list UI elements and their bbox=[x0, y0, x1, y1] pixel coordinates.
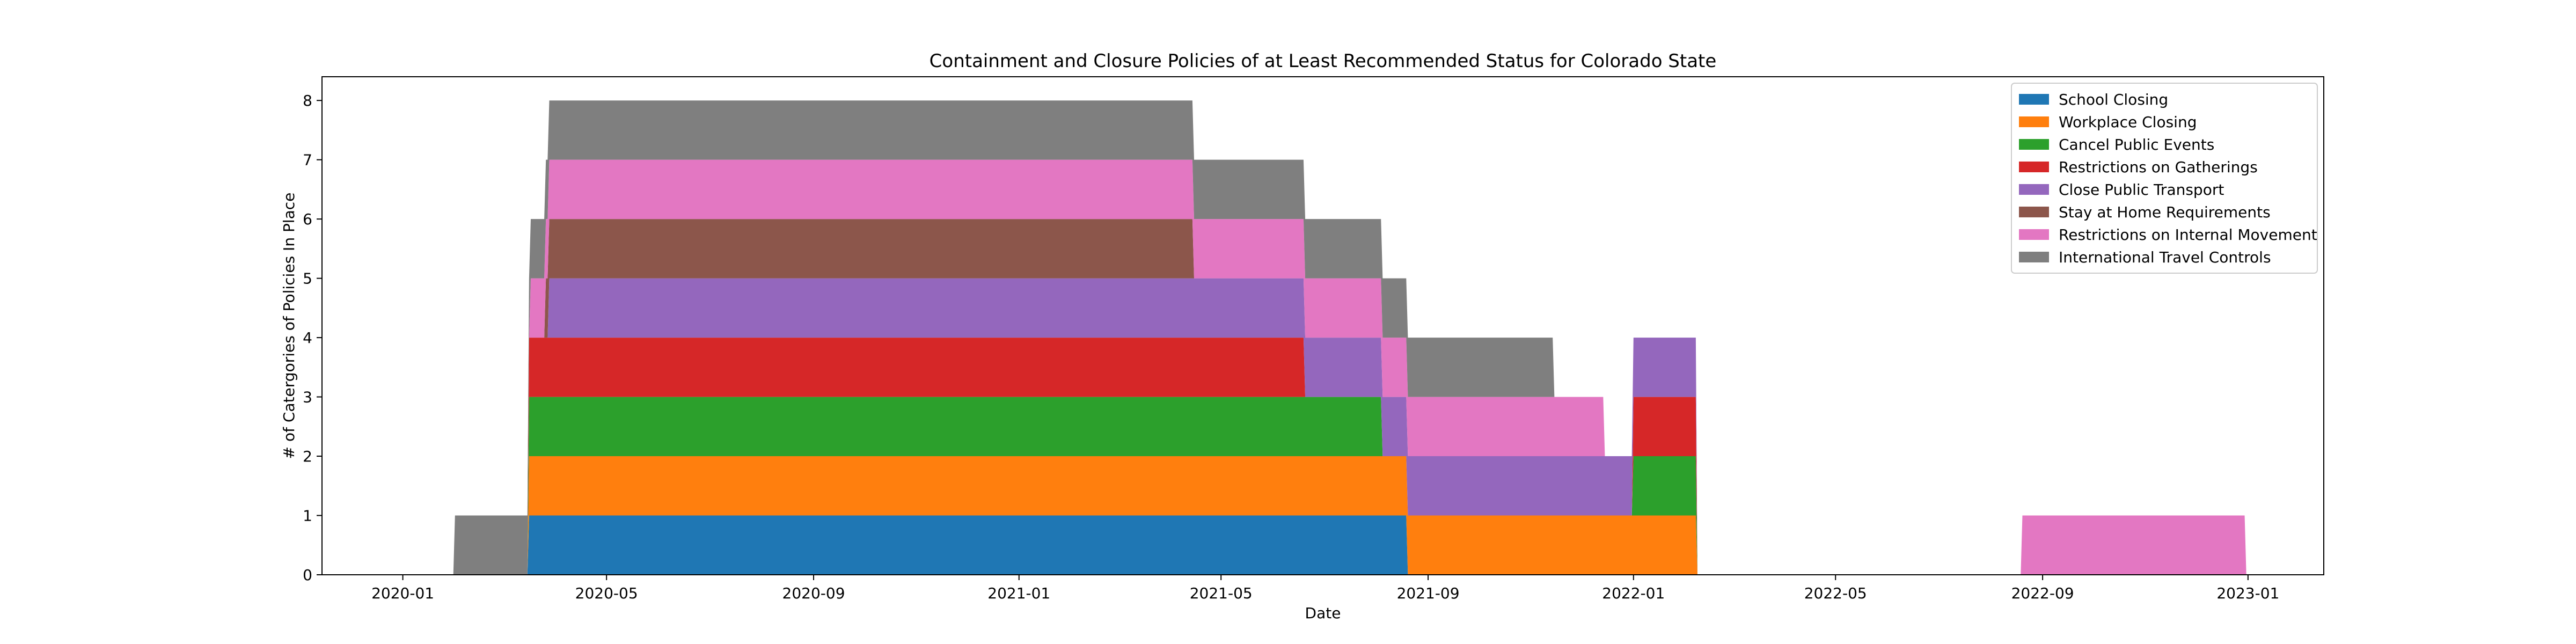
legend-label-workplace-closing: Workplace Closing bbox=[2059, 113, 2197, 131]
area-international-travel-controls bbox=[322, 100, 2324, 575]
x-tick-label: 2022-09 bbox=[2011, 584, 2074, 602]
x-tick-label: 2020-09 bbox=[782, 584, 845, 602]
x-tick-label: 2021-01 bbox=[987, 584, 1050, 602]
legend-swatch-school-closing bbox=[2019, 94, 2049, 105]
x-tick-label: 2021-09 bbox=[1397, 584, 1460, 602]
y-tick-label: 1 bbox=[303, 507, 312, 525]
x-tick-label: 2023-01 bbox=[2216, 584, 2279, 602]
legend-label-restrictions-on-gatherings: Restrictions on Gatherings bbox=[2059, 158, 2258, 176]
y-tick-label: 0 bbox=[303, 566, 312, 584]
legend-swatch-restrictions-on-gatherings bbox=[2019, 162, 2049, 172]
legend-box bbox=[2011, 83, 2318, 274]
y-tick-label: 5 bbox=[303, 270, 312, 288]
x-tick-label: 2020-05 bbox=[575, 584, 638, 602]
legend-label-international-travel-controls: International Travel Controls bbox=[2059, 248, 2271, 266]
y-tick-label: 6 bbox=[303, 210, 312, 228]
x-tick-label: 2022-01 bbox=[1602, 584, 1665, 602]
legend-swatch-restrictions-on-internal-movement bbox=[2019, 229, 2049, 240]
legend-label-cancel-public-events: Cancel Public Events bbox=[2059, 136, 2214, 153]
plot-frame bbox=[321, 76, 2324, 575]
x-axis-title: Date bbox=[1305, 604, 1341, 622]
legend-label-stay-at-home-requirements: Stay at Home Requirements bbox=[2059, 203, 2271, 221]
area-restrictions-on-internal-movement bbox=[322, 159, 2324, 575]
area-school-closing bbox=[322, 515, 2324, 575]
y-tick-label: 4 bbox=[303, 329, 312, 347]
stacked-areas bbox=[322, 100, 2324, 575]
y-axis: 0 1 2 3 4 5 6 7 8 bbox=[303, 92, 322, 584]
area-workplace-closing bbox=[322, 456, 2324, 575]
legend-swatch-cancel-public-events bbox=[2019, 139, 2049, 150]
x-axis: 2020-01 2020-05 2020-09 2021-01 2021-05 2021-… bbox=[371, 575, 2279, 602]
x-tick-label: 2022-05 bbox=[1804, 584, 1867, 602]
x-tick-label: 2021-05 bbox=[1190, 584, 1253, 602]
legend-label-close-public-transport: Close Public Transport bbox=[2059, 181, 2224, 199]
legend-swatch-workplace-closing bbox=[2019, 116, 2049, 127]
y-tick-label: 8 bbox=[303, 92, 312, 109]
legend-label-school-closing: School Closing bbox=[2059, 91, 2168, 108]
legend-swatch-stay-at-home-requirements bbox=[2019, 207, 2049, 217]
legend-swatch-close-public-transport bbox=[2019, 184, 2049, 195]
y-tick-label: 3 bbox=[303, 389, 312, 406]
chart-title: Containment and Closure Policies of at L… bbox=[930, 50, 1717, 72]
y-tick-label: 7 bbox=[303, 151, 312, 169]
legend: School Closing Workplace Closing Cancel Pu… bbox=[2011, 83, 2318, 274]
x-tick-label: 2020-01 bbox=[371, 584, 434, 602]
legend-label-restrictions-on-internal-movement: Restrictions on Internal Movement bbox=[2059, 226, 2317, 244]
area-cancel-public-events bbox=[322, 397, 2324, 575]
legend-swatch-international-travel-controls bbox=[2019, 252, 2049, 262]
y-tick-label: 2 bbox=[303, 448, 312, 465]
y-axis-title: # of Catergories of Policies In Place bbox=[280, 193, 298, 459]
